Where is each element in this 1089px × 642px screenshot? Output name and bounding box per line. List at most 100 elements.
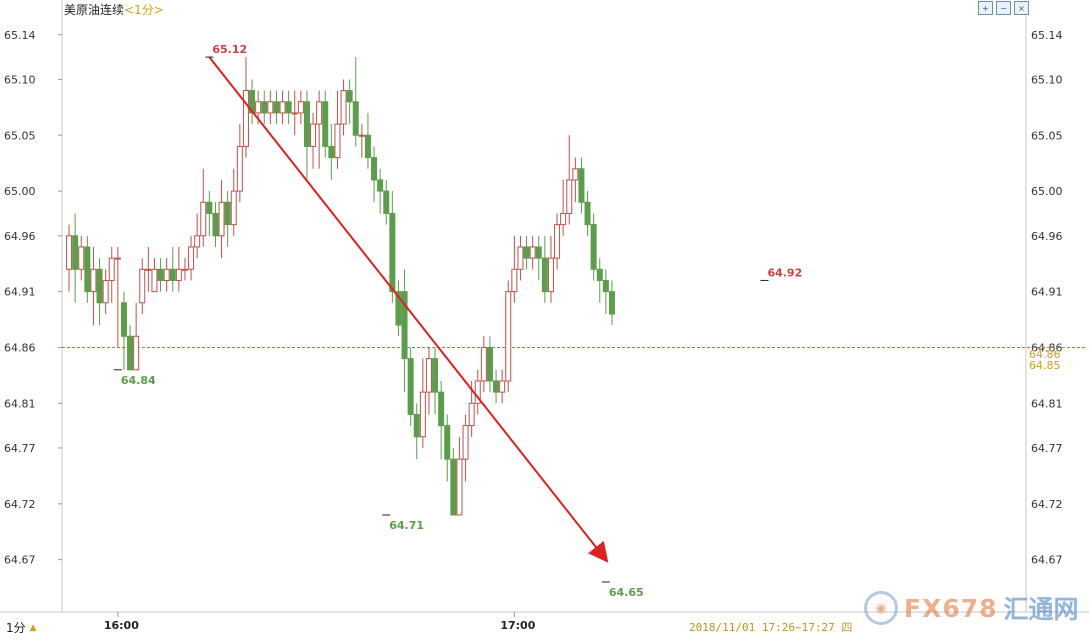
candle-body	[303, 101, 310, 147]
period-label[interactable]: <1分>	[124, 3, 164, 17]
candle-body	[249, 90, 256, 114]
candle-body	[194, 235, 201, 248]
y-tick-label-right: 65.14	[1031, 29, 1063, 42]
y-tick-label-left: 64.81	[4, 397, 36, 410]
zoom-in-icon[interactable]: +	[978, 1, 993, 15]
chart-title: 美原油连续<1分>	[64, 1, 164, 18]
candle-body	[291, 112, 298, 115]
y-tick-label-right: 64.91	[1031, 286, 1063, 299]
y-tick-label-right: 64.86	[1031, 341, 1063, 354]
chart-toolbar: + − ×	[978, 1, 1029, 15]
candle-body	[535, 246, 542, 259]
candle-body	[401, 291, 408, 360]
last-price-tag: 64.85	[1029, 359, 1061, 372]
candle-body	[316, 101, 323, 125]
y-tick-label-left: 64.96	[4, 230, 36, 243]
candle-body	[108, 257, 115, 281]
candle-body	[554, 224, 561, 259]
annotation-label: 64.84	[121, 374, 156, 387]
current-price-tag: 64.86	[1029, 348, 1061, 361]
candle-body	[474, 380, 481, 404]
candle-body	[212, 212, 219, 237]
y-tick-label-left: 65.14	[4, 29, 36, 42]
candle-body	[511, 268, 518, 293]
candle-body	[523, 246, 530, 259]
candle-body	[596, 268, 603, 281]
x-tick-label: 16:00	[104, 619, 139, 632]
candle-body	[139, 268, 146, 304]
candle-body	[297, 101, 304, 114]
candle-body	[322, 101, 329, 147]
candle-body	[200, 201, 207, 237]
candle-body	[206, 201, 213, 214]
candle-body	[120, 302, 127, 337]
watermark: ◉ FX678 汇通网	[864, 590, 1079, 626]
candle-body	[383, 190, 390, 214]
candle-body	[328, 145, 335, 159]
candle-body	[72, 235, 79, 270]
y-tick-label-right: 64.96	[1031, 230, 1063, 243]
y-tick-label-left: 64.91	[4, 286, 36, 299]
candle-body	[242, 90, 249, 147]
candle-body	[608, 291, 615, 315]
candle-body	[413, 413, 420, 438]
close-icon[interactable]: ×	[1014, 1, 1029, 15]
candle-body	[517, 246, 524, 270]
candle-body	[90, 268, 97, 293]
candle-body	[352, 101, 359, 136]
y-tick-label-right: 64.67	[1031, 554, 1063, 567]
candle-body	[261, 101, 268, 114]
y-tick-label-right: 65.00	[1031, 185, 1063, 198]
candle-body	[590, 224, 597, 270]
period-selector-label: 1分	[6, 621, 26, 635]
candle-body	[456, 458, 463, 516]
zoom-out-icon[interactable]: −	[996, 1, 1011, 15]
instrument-name: 美原油连续	[64, 3, 125, 17]
candle-body	[310, 123, 317, 147]
candle-body	[218, 201, 225, 237]
y-tick-label-right: 64.72	[1031, 498, 1063, 511]
y-tick-label-right: 65.05	[1031, 129, 1063, 142]
candle-body	[102, 279, 109, 304]
time-span-readout: 2018/11/01 17:26~17:27 四	[689, 621, 853, 634]
y-tick-label-left: 65.00	[4, 185, 36, 198]
candle-body	[340, 90, 347, 125]
annotation-label: 65.12	[212, 43, 247, 56]
y-tick-label-right: 64.77	[1031, 442, 1063, 455]
candle-body	[572, 168, 579, 181]
candle-body	[486, 346, 493, 382]
candle-body	[169, 268, 176, 281]
candle-body	[188, 246, 195, 270]
candle-body	[560, 212, 567, 226]
candle-body	[78, 246, 85, 270]
annotation-label: 64.65	[609, 586, 644, 599]
candle-body	[224, 201, 231, 226]
candle-body	[395, 291, 402, 326]
candle-body	[96, 268, 103, 304]
candle-body	[145, 268, 152, 271]
candle-body	[175, 268, 182, 281]
candle-body	[279, 101, 286, 114]
candle-body	[358, 134, 365, 137]
candle-body	[181, 268, 188, 271]
candle-body	[407, 358, 414, 415]
y-tick-label-left: 65.10	[4, 73, 36, 86]
candle-body	[444, 425, 451, 460]
candle-body	[371, 157, 378, 181]
y-tick-label-left: 64.67	[4, 554, 36, 567]
candle-body	[364, 134, 371, 159]
y-tick-label-right: 64.81	[1031, 397, 1063, 410]
candle-body	[230, 190, 237, 226]
triangle-up-icon[interactable]: ▲	[29, 622, 37, 633]
fx678-logo-icon: ◉	[864, 591, 898, 625]
period-selector[interactable]: 1分 ▲	[6, 619, 37, 636]
watermark-brand-cn: 汇通网	[1003, 595, 1079, 624]
candle-body	[584, 201, 591, 226]
candle-body	[273, 101, 280, 114]
y-tick-label-left: 64.86	[4, 341, 36, 354]
candle-body	[480, 346, 487, 382]
annotation-label: 64.71	[389, 519, 424, 532]
candle-body	[157, 268, 164, 281]
candle-body	[267, 101, 274, 114]
